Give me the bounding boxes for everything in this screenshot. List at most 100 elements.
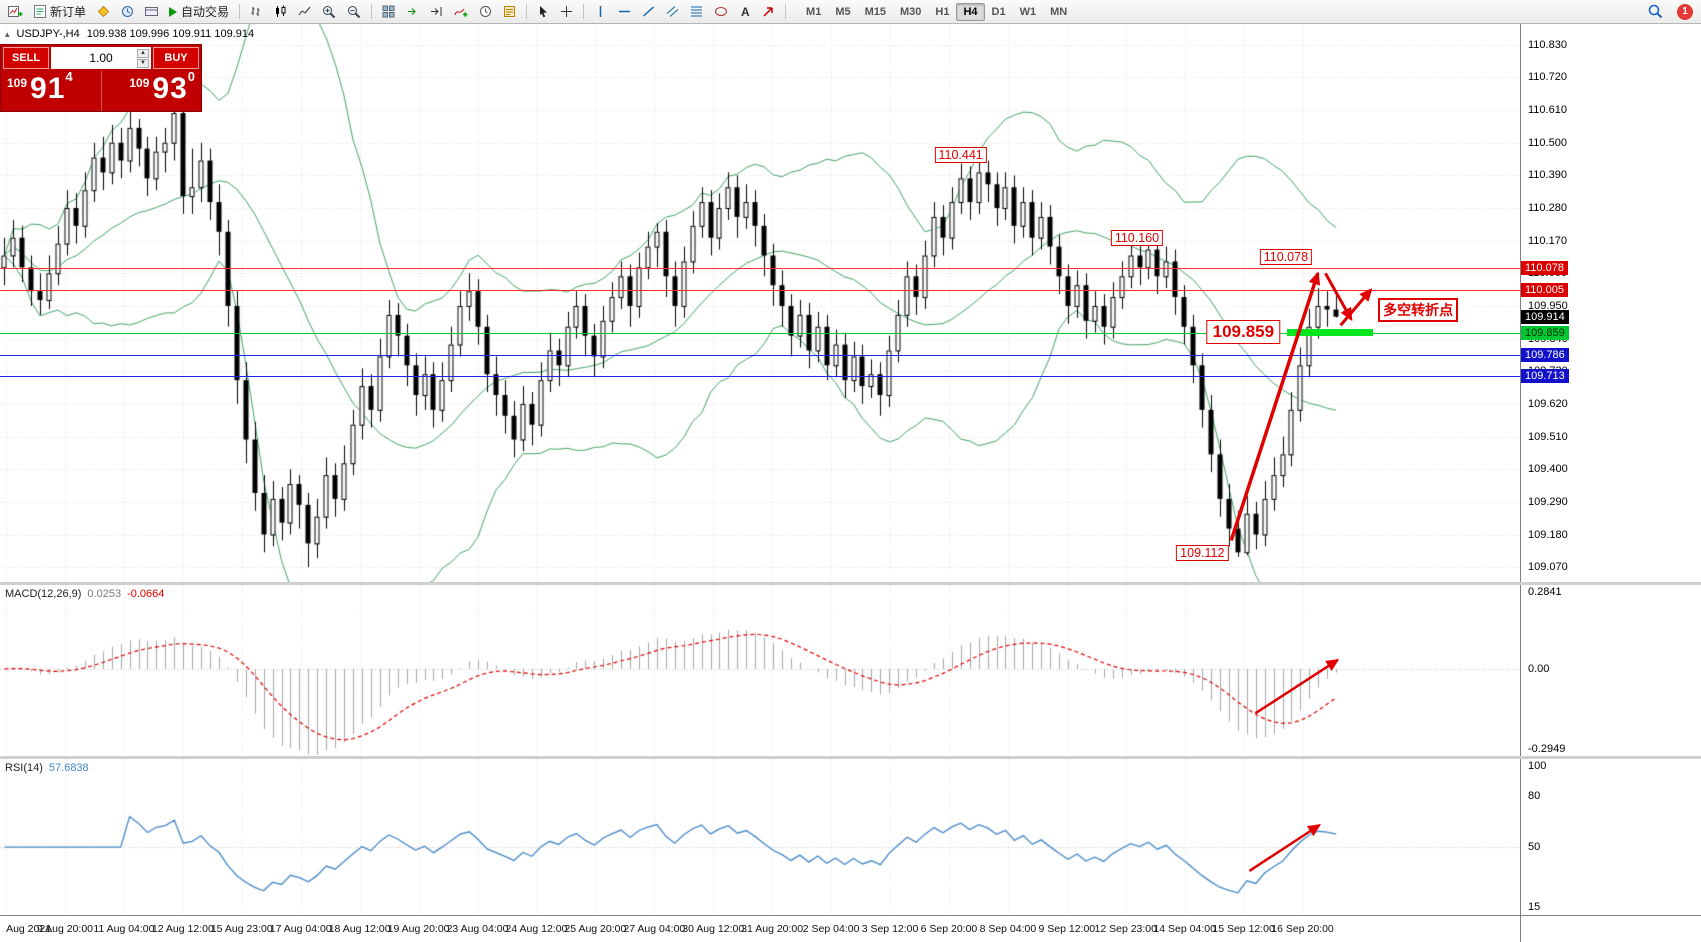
- new-order-button[interactable]: 新订单: [29, 2, 91, 22]
- price-tick: 109.290: [1528, 495, 1568, 508]
- time-label: 19 Aug 20:00: [387, 923, 450, 935]
- timeframe-d1[interactable]: D1: [991, 5, 1006, 18]
- sell-price-figure: 109: [7, 76, 28, 90]
- price-tick: 109.400: [1528, 463, 1568, 476]
- autotrade-button[interactable]: 自动交易: [164, 2, 234, 22]
- chart-shift-icon[interactable]: [425, 2, 448, 22]
- macd-label: MACD(12,26,9) 0.0253 -0.0664: [5, 588, 164, 600]
- volume-steppers: ▲ ▼: [137, 49, 149, 68]
- periods-icon[interactable]: [474, 2, 497, 22]
- search-icon[interactable]: [1643, 2, 1668, 22]
- zoom-in-icon[interactable]: [317, 2, 341, 22]
- volume-field[interactable]: 1.00 ▲ ▼: [51, 47, 151, 69]
- macd-chart-canvas[interactable]: [0, 585, 1520, 756]
- candlestick-chart-icon[interactable]: [269, 2, 292, 22]
- bar-chart-icon[interactable]: [245, 2, 268, 22]
- time-label: 18 Aug 12:00: [328, 923, 391, 935]
- sell-price-point: 4: [65, 68, 73, 84]
- time-label: 30 Aug 12:00: [682, 923, 745, 935]
- rsi-tick: 100: [1528, 760, 1547, 772]
- new-order-label: 新订单: [50, 5, 87, 19]
- arrow-tool-icon[interactable]: [757, 2, 780, 22]
- buy-price[interactable]: 109 930: [100, 69, 202, 111]
- tile-windows-icon[interactable]: [377, 2, 400, 22]
- collapse-trade-panel-icon[interactable]: ▴: [5, 28, 10, 39]
- toolbar-separator: [583, 4, 585, 19]
- price-tick: 110.610: [1528, 104, 1567, 117]
- line-chart-icon[interactable]: [293, 2, 316, 22]
- macd-axis: 0.2841 0.00 -0.2949: [1520, 585, 1701, 756]
- templates-icon[interactable]: [498, 2, 521, 22]
- toolbar-separator: [239, 4, 241, 19]
- buy-price-figure: 109: [129, 76, 150, 90]
- notification-badge[interactable]: 1: [1677, 3, 1693, 20]
- buy-button[interactable]: BUY: [153, 47, 199, 69]
- main-chart-panel[interactable]: 110.441 110.160 110.078 109.859 109.112 多空转折点…: [0, 24, 1701, 582]
- shapes-icon[interactable]: [709, 2, 733, 22]
- timeframe-h1[interactable]: H1: [935, 5, 950, 18]
- symbol-header: ▴ USDJPY-,H4 109.938 109.996 109.911 109…: [5, 28, 254, 40]
- macd-value-signal: -0.0664: [127, 588, 165, 600]
- time-label: 2 Sep 04:00: [802, 923, 860, 935]
- candlestick-chart-canvas[interactable]: [0, 24, 1520, 582]
- macd-panel[interactable]: MACD(12,26,9) 0.0253 -0.0664 0.2841 0.00 -0.…: [0, 582, 1701, 756]
- vertical-line-icon[interactable]: [589, 2, 612, 22]
- terminal-icon[interactable]: [140, 2, 163, 22]
- timeframe-h4[interactable]: H4: [956, 2, 985, 21]
- text-icon[interactable]: A: [734, 2, 756, 22]
- timeframe-w1[interactable]: W1: [1019, 5, 1037, 18]
- sell-price-pips: 91: [30, 72, 66, 105]
- toolbar-separator: [785, 4, 787, 19]
- price-tick: 110.500: [1528, 136, 1567, 149]
- timeframe-m15[interactable]: M15: [864, 5, 886, 18]
- timeframe-m5[interactable]: M5: [835, 5, 851, 18]
- symbol-name: USDJPY-,H4: [16, 28, 80, 40]
- time-label: 14 Sep 04:00: [1153, 923, 1216, 935]
- price-tick: 109.180: [1528, 528, 1568, 541]
- macd-tick: 0.2841: [1528, 586, 1562, 598]
- rsi-panel[interactable]: RSI(14) 57.6838 100 80 50 15: [0, 756, 1701, 915]
- time-label: 15 Aug 23:00: [210, 923, 273, 935]
- price-tick: 109.070: [1528, 561, 1568, 574]
- channel-icon[interactable]: [661, 2, 684, 22]
- price-tick: 110.280: [1528, 202, 1567, 215]
- cursor-icon[interactable]: [532, 2, 554, 22]
- time-axis[interactable]: Aug 2021 9 Aug 20:00 11 Aug 04:00 12 Aug 12…: [0, 915, 1701, 942]
- indicators-icon[interactable]: [449, 2, 473, 22]
- metaeditor-icon[interactable]: [92, 2, 115, 22]
- zoom-out-icon[interactable]: [342, 2, 366, 22]
- macd-value-main: 0.0253: [87, 588, 122, 600]
- time-label: 15 Sep 12:00: [1212, 923, 1275, 935]
- axis-corner: [1520, 916, 1521, 942]
- volume-down-icon[interactable]: ▼: [137, 59, 149, 68]
- time-label: 9 Aug 20:00: [36, 923, 94, 935]
- current-price-tag: 109.914: [1521, 309, 1569, 324]
- timeframe-m1[interactable]: M1: [806, 5, 822, 18]
- fibonacci-icon[interactable]: [685, 2, 708, 22]
- sell-price[interactable]: 109 914: [1, 68, 101, 111]
- volume-up-icon[interactable]: ▲: [137, 49, 149, 58]
- auto-scroll-icon[interactable]: [401, 2, 424, 22]
- rsi-tick: 50: [1528, 841, 1541, 854]
- one-click-trading-panel: SELL 1.00 ▲ ▼ BUY 109 914 109 930: [0, 44, 202, 112]
- rsi-tick: 15: [1528, 900, 1541, 913]
- timeframe-m30[interactable]: M30: [900, 5, 922, 18]
- time-label: 3 Sep 12:00: [861, 923, 919, 935]
- timeframe-mn[interactable]: MN: [1050, 5, 1068, 18]
- market-watch-icon[interactable]: [116, 2, 139, 22]
- new-chart-icon[interactable]: [3, 2, 28, 22]
- rsi-name: RSI(14): [5, 762, 43, 774]
- trade-controls-row: SELL 1.00 ▲ ▼ BUY: [1, 45, 201, 71]
- rsi-chart-canvas[interactable]: [0, 759, 1520, 915]
- horizontal-line-icon[interactable]: [613, 2, 636, 22]
- trendline-icon[interactable]: [637, 2, 660, 22]
- crosshair-icon[interactable]: [555, 2, 578, 22]
- price-tag: 110.078: [1521, 260, 1568, 275]
- time-label: 16 Sep 20:00: [1271, 923, 1334, 935]
- sell-button[interactable]: SELL: [3, 47, 49, 69]
- price-tick: 109.950: [1528, 299, 1568, 312]
- rsi-value: 57.6838: [48, 762, 89, 774]
- price-tag: 110.005: [1521, 282, 1568, 297]
- svg-text:A: A: [741, 5, 750, 18]
